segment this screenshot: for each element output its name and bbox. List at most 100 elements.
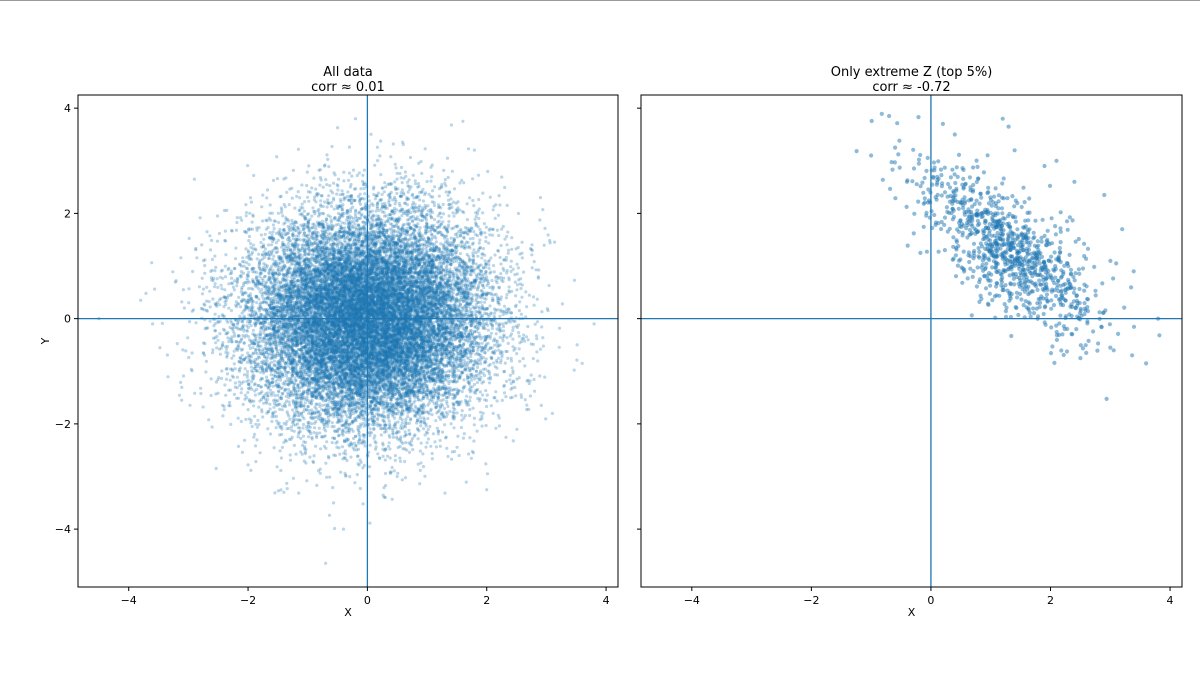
data-point [339, 236, 343, 240]
data-point [254, 347, 258, 351]
data-point [528, 394, 533, 398]
data-point [405, 293, 409, 298]
data-point [261, 371, 266, 375]
data-point [499, 262, 503, 266]
data-point [287, 346, 291, 350]
data-point [308, 455, 312, 459]
data-point [327, 341, 331, 345]
data-point [398, 456, 402, 460]
data-point [456, 369, 461, 373]
data-point [505, 307, 509, 311]
data-point [520, 256, 524, 260]
data-point [379, 426, 383, 431]
data-point [350, 276, 354, 280]
data-point [428, 259, 432, 263]
data-point [383, 382, 387, 386]
data-point [348, 238, 352, 242]
data-point [388, 360, 392, 365]
data-point [394, 187, 398, 191]
data-point [348, 475, 352, 479]
data-point [506, 230, 510, 234]
data-point [215, 277, 219, 281]
data-point [518, 300, 522, 304]
data-point [355, 473, 359, 477]
data-point [307, 285, 311, 289]
data-point [325, 153, 329, 157]
data-point [449, 392, 453, 397]
data-point [382, 362, 386, 366]
data-point [348, 291, 352, 295]
data-point [423, 327, 427, 331]
data-point [333, 345, 337, 349]
data-point [296, 435, 300, 439]
data-point [373, 290, 377, 294]
data-point [335, 271, 339, 275]
data-point [338, 401, 342, 405]
data-point [541, 336, 545, 340]
data-point [403, 459, 407, 464]
data-point [406, 323, 410, 327]
data-point [384, 293, 388, 297]
data-point [244, 214, 248, 218]
data-point [351, 307, 355, 311]
data-point [303, 401, 307, 405]
data-point [452, 214, 456, 218]
data-point [271, 384, 275, 388]
data-point [474, 215, 478, 219]
data-point [468, 196, 472, 200]
data-point [347, 145, 351, 149]
data-point [359, 391, 363, 395]
data-point [273, 393, 277, 398]
data-point [330, 260, 335, 264]
data-point [246, 463, 250, 467]
data-point [362, 384, 366, 388]
data-point [347, 178, 351, 182]
data-point [376, 335, 380, 339]
data-point [418, 449, 422, 453]
data-point [390, 497, 394, 501]
data-point [483, 300, 487, 304]
data-point [427, 308, 431, 312]
data-point [321, 340, 325, 344]
data-point [266, 427, 270, 431]
data-point [389, 182, 393, 186]
data-point [215, 346, 219, 350]
data-point [458, 252, 462, 256]
data-point [475, 335, 479, 339]
data-point [393, 454, 397, 458]
data-point [430, 175, 434, 179]
data-point [222, 305, 226, 309]
data-point [203, 271, 207, 275]
data-point [429, 350, 434, 354]
data-point [497, 286, 501, 290]
data-point [321, 359, 325, 363]
data-point [418, 482, 422, 486]
data-point [255, 257, 259, 261]
data-point [373, 340, 377, 344]
data-point [368, 302, 372, 307]
data-point [466, 240, 470, 245]
data-point [476, 254, 480, 258]
data-point [504, 395, 508, 399]
data-point [384, 323, 388, 327]
data-point [405, 338, 409, 342]
data-point [361, 325, 365, 329]
data-point [509, 265, 513, 269]
data-point [432, 327, 436, 332]
data-point [312, 454, 316, 458]
data-point [315, 354, 319, 359]
data-point [511, 439, 515, 443]
data-point [384, 261, 388, 265]
data-point [477, 197, 481, 202]
data-point [483, 350, 487, 355]
data-point [199, 391, 203, 396]
data-point [326, 327, 330, 331]
data-point [449, 299, 453, 303]
data-point [543, 375, 547, 379]
data-point [396, 471, 400, 475]
data-point [334, 238, 338, 242]
data-point [394, 281, 398, 285]
data-point [318, 431, 322, 435]
data-point [327, 165, 331, 169]
